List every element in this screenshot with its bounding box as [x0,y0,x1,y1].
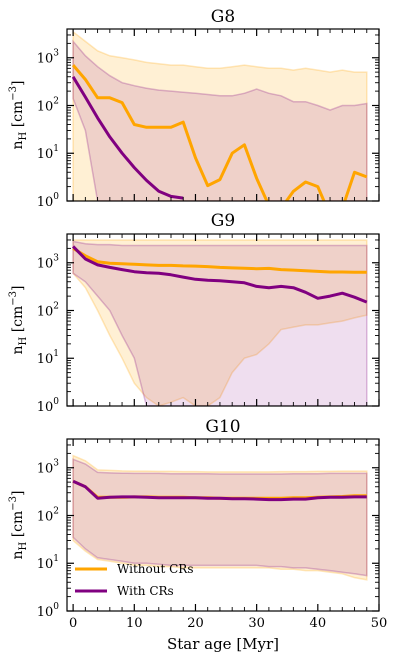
panel-title: G8 [211,7,235,27]
legend-label: With CRs [117,584,174,598]
panel-title: G9 [211,211,235,231]
panel-title: G10 [205,417,240,437]
x-axis-label: Star age [Myr] [167,635,279,653]
axes-frame [66,233,380,407]
x-tick-label: 50 [371,616,388,631]
y-tick-label: 101 [37,349,59,367]
y-axis-label: nH [cm−3] [8,490,29,559]
line-with-crs [72,245,368,304]
y-tick-label: 103 [37,254,60,272]
y-tick-label: 100 [37,397,60,415]
axes-frame [66,28,380,202]
band-with-crs [72,240,368,406]
axes-frame [66,438,380,612]
y-tick-label: 100 [37,192,60,210]
band-without-crs [72,239,368,406]
legend-label: Without CRs [117,562,193,576]
band-with-crs [72,458,368,577]
y-axis-label: nH [cm−3] [8,80,29,149]
line-with-crs [72,479,367,502]
band-with-crs [72,39,368,201]
line-without-crs [72,247,367,274]
y-tick-label: 102 [37,506,59,524]
line-with-crs [71,76,184,200]
x-tick-label: 0 [69,616,77,631]
y-tick-label: 103 [37,459,60,477]
y-tick-label: 100 [37,602,60,620]
y-tick-label: 102 [37,96,59,114]
panel-g8: 100 101 102 103 G8 nH [cm−3] [8,7,380,210]
legend: Without CRs With CRs [75,562,193,598]
x-tick-label: 30 [248,616,265,631]
y-axis-label: nH [cm−3] [8,285,29,354]
y-tick-label: 103 [37,49,60,67]
line-without-crs [71,64,368,201]
panel-g10: 0 10 20 30 40 50 100 101 102 103 G10 nH [cm−3] Star … [8,417,387,653]
y-tick-label: 101 [37,554,59,572]
panel-g9: 100 101 102 103 G9 nH [cm−3] [8,211,380,415]
x-tick-label: 20 [187,616,204,631]
x-tick-label: 10 [126,616,143,631]
x-tick-label: 40 [310,616,327,631]
band-without-crs [72,454,368,581]
y-tick-label: 102 [37,301,59,319]
y-tick-label: 101 [37,144,59,162]
band-without-crs [72,30,368,201]
